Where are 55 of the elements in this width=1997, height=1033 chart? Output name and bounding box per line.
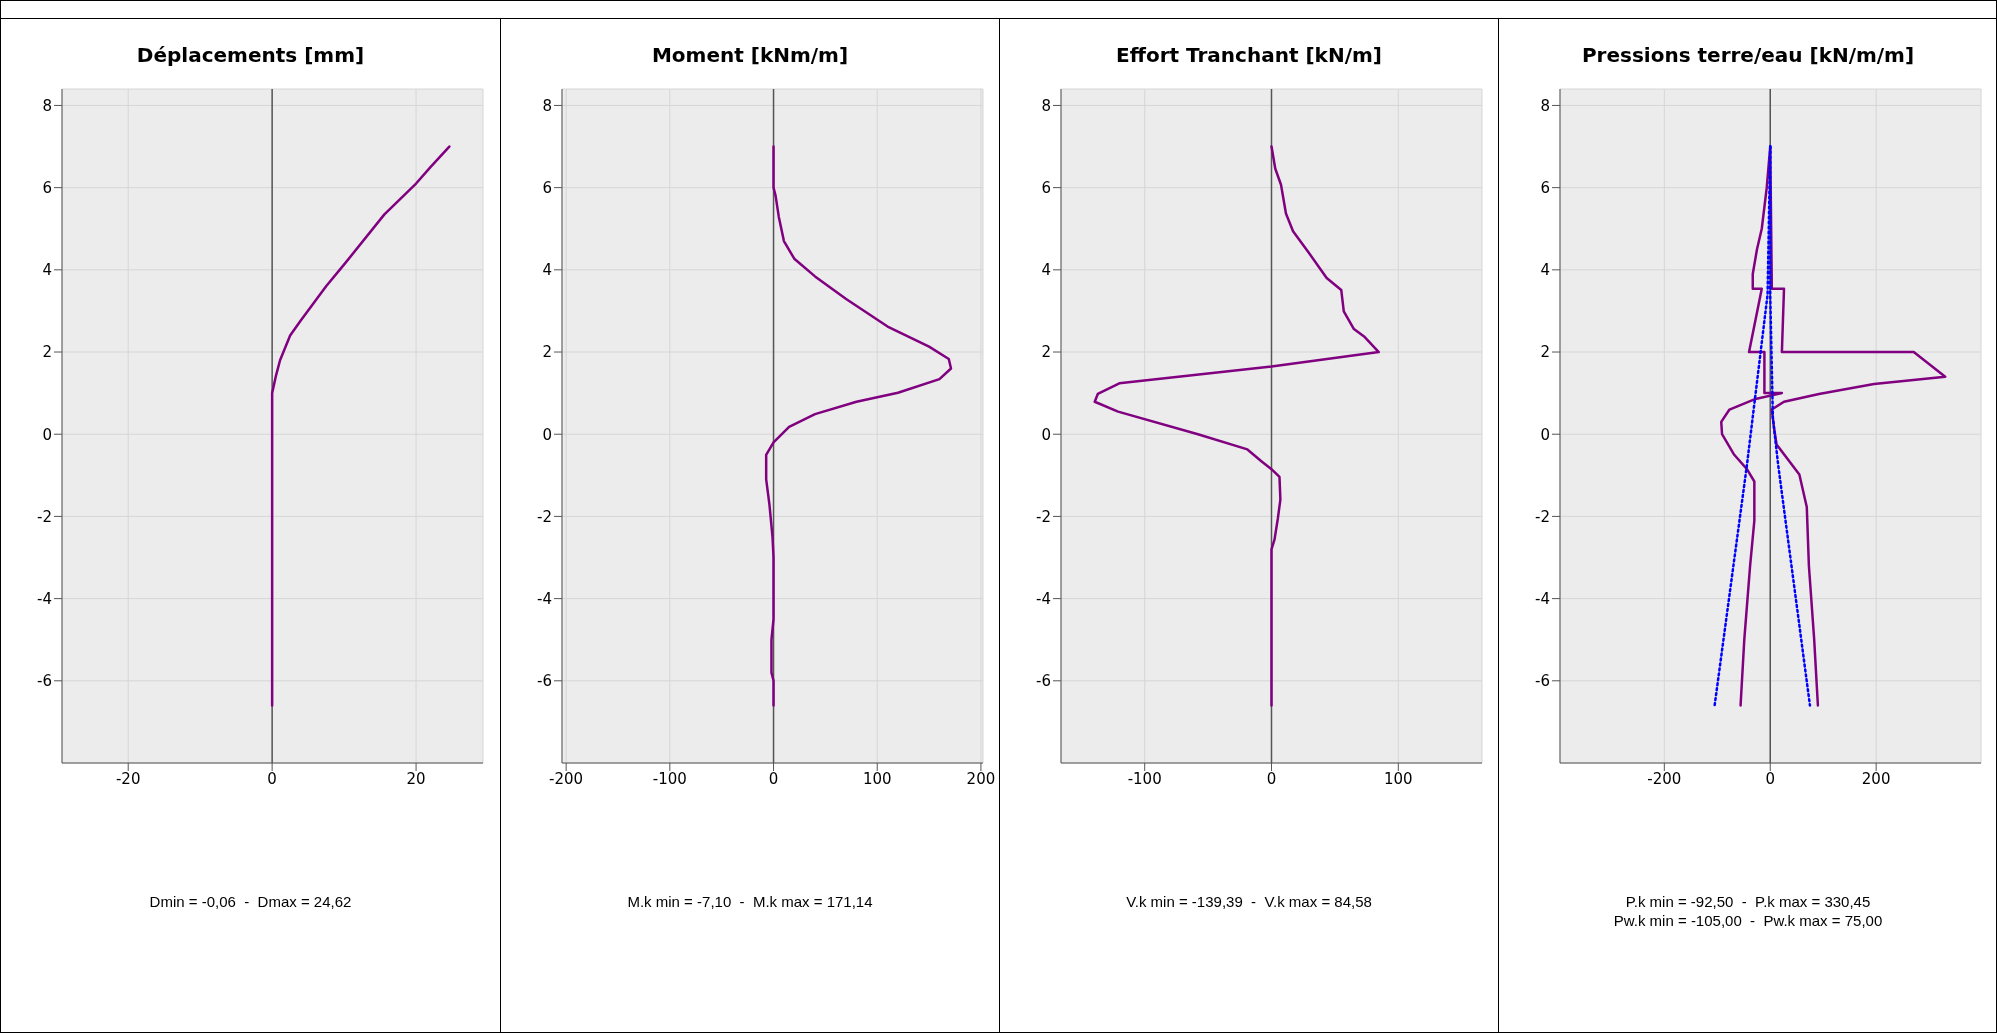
- y-tick-label: 4: [1041, 261, 1051, 280]
- y-tick-label: 6: [42, 178, 52, 197]
- y-tick-label: 0: [1041, 425, 1051, 444]
- y-tick-label: -4: [1535, 589, 1550, 608]
- text: Pw.k min = -105,00 - Pw.k max = 75,00: [1612, 911, 1884, 930]
- y-tick-label: -2: [37, 507, 52, 526]
- y-tick-label: -6: [537, 672, 552, 691]
- text: Dmin = -0,06 - Dmax = 24,62: [148, 892, 353, 911]
- text: P.k min = -92,50 - P.k max = 330,45: [1624, 892, 1872, 911]
- y-tick-label: 0: [42, 425, 52, 444]
- y-tick-label: -4: [1036, 589, 1051, 608]
- chart-title: Déplacements [mm]: [135, 43, 366, 67]
- y-tick-label: 6: [1041, 178, 1051, 197]
- x-tick-label: 100: [862, 769, 892, 788]
- x-tick-label: 200: [966, 769, 996, 788]
- y-tick-label: 4: [542, 261, 552, 280]
- y-tick-label: 2: [542, 343, 552, 362]
- y-tick-label: 8: [542, 96, 552, 115]
- x-tick-label: 0: [1266, 769, 1277, 788]
- y-tick-label: 6: [542, 178, 552, 197]
- x-tick-label: 100: [1383, 769, 1413, 788]
- y-tick-label: 2: [1540, 343, 1550, 362]
- text: M.k min = -7,10 - M.k max = 171,14: [626, 892, 874, 911]
- y-tick-label: 8: [42, 96, 52, 115]
- x-tick-label: -200: [1647, 769, 1682, 788]
- y-tick-label: 4: [1540, 261, 1550, 280]
- text: V.k min = -139,39 - V.k max = 84,58: [1125, 892, 1373, 911]
- chart-title: Moment [kNm/m]: [650, 43, 850, 67]
- x-tick-label: -200: [549, 769, 584, 788]
- x-tick-label: 0: [267, 769, 277, 788]
- y-tick-label: 8: [1540, 96, 1550, 115]
- y-tick-label: -4: [37, 589, 52, 608]
- y-tick-label: 0: [542, 425, 552, 444]
- y-tick-label: 0: [1540, 425, 1550, 444]
- y-tick-label: -4: [537, 589, 552, 608]
- y-tick-label: 6: [1540, 178, 1550, 197]
- x-tick-label: -100: [652, 769, 687, 788]
- x-tick-label: -20: [115, 769, 141, 788]
- y-tick-label: 4: [42, 261, 52, 280]
- y-tick-label: -6: [1535, 672, 1550, 691]
- chart-title: Effort Tranchant [kN/m]: [1115, 43, 1383, 67]
- y-tick-label: -6: [37, 672, 52, 691]
- chart-title: Pressions terre/eau [kN/m/m]: [1580, 43, 1916, 67]
- y-tick-label: -6: [1036, 672, 1051, 691]
- y-tick-label: -2: [537, 507, 552, 526]
- x-tick-label: 0: [768, 769, 779, 788]
- y-tick-label: 2: [42, 343, 52, 362]
- y-tick-label: 8: [1041, 96, 1051, 115]
- y-tick-label: -2: [1535, 507, 1550, 526]
- x-tick-label: -100: [1127, 769, 1162, 788]
- x-tick-label: 200: [1861, 769, 1891, 788]
- x-tick-label: 20: [406, 769, 426, 788]
- x-tick-label: 0: [1765, 769, 1776, 788]
- y-tick-label: -2: [1036, 507, 1051, 526]
- y-tick-label: 2: [1041, 343, 1051, 362]
